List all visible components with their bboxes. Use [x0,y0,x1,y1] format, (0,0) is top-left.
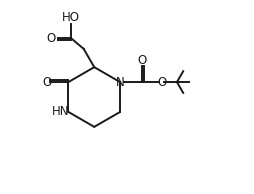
Text: N: N [116,76,124,89]
Text: O: O [43,76,52,89]
Text: O: O [138,54,147,67]
Text: O: O [47,32,56,45]
Text: O: O [157,76,166,89]
Text: HO: HO [62,10,80,23]
Text: HN: HN [52,105,70,118]
